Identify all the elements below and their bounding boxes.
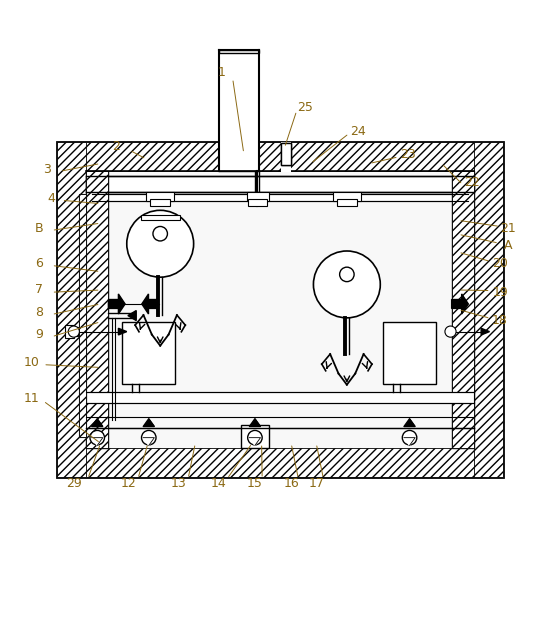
Bar (248, 199, 267, 206)
Polygon shape (249, 418, 260, 426)
Text: 3: 3 (43, 163, 51, 176)
Circle shape (314, 251, 380, 318)
Text: 7: 7 (35, 284, 43, 297)
Circle shape (248, 430, 262, 445)
Bar (451, 171, 474, 448)
Text: 6: 6 (35, 257, 43, 270)
Text: 22: 22 (464, 176, 480, 189)
Bar (80, 194, 86, 436)
Bar (141, 215, 180, 220)
Text: B: B (35, 222, 44, 235)
Bar (219, 142, 259, 173)
Bar (246, 193, 269, 201)
Polygon shape (109, 294, 125, 314)
Polygon shape (128, 311, 136, 321)
Bar (241, 425, 269, 448)
Circle shape (68, 326, 80, 337)
Text: A: A (504, 239, 513, 252)
Text: 11: 11 (24, 392, 40, 405)
Bar (92, 194, 468, 201)
Bar (86, 171, 109, 448)
Text: 17: 17 (309, 477, 324, 490)
Bar (451, 171, 474, 448)
Bar (337, 199, 357, 206)
Polygon shape (92, 438, 103, 446)
Bar (281, 144, 291, 165)
Bar (66, 325, 74, 339)
Bar (474, 142, 503, 477)
Text: 19: 19 (492, 286, 508, 299)
Polygon shape (142, 294, 158, 314)
Text: 25: 25 (297, 102, 313, 115)
Text: 14: 14 (211, 477, 227, 490)
Bar (383, 322, 436, 384)
Bar (122, 322, 175, 384)
Polygon shape (481, 328, 489, 335)
Circle shape (402, 430, 417, 445)
Circle shape (339, 267, 354, 282)
Circle shape (90, 430, 105, 445)
Text: 21: 21 (501, 222, 516, 235)
Text: 12: 12 (120, 477, 136, 490)
Polygon shape (143, 438, 155, 446)
Bar (219, 50, 259, 53)
Polygon shape (404, 418, 415, 426)
Text: 9: 9 (35, 328, 43, 341)
Text: 18: 18 (492, 314, 508, 327)
Text: 23: 23 (400, 148, 416, 161)
Bar (74, 327, 78, 336)
Bar (86, 392, 474, 403)
Circle shape (142, 430, 156, 445)
Bar (80, 194, 86, 436)
Polygon shape (118, 328, 127, 335)
Text: 2: 2 (111, 140, 119, 153)
Polygon shape (249, 438, 260, 446)
Bar (57, 142, 503, 171)
Circle shape (127, 210, 194, 277)
Text: 16: 16 (283, 477, 299, 490)
Bar (281, 144, 291, 165)
Circle shape (445, 326, 456, 337)
Polygon shape (143, 418, 155, 426)
Bar (333, 193, 361, 201)
Bar (281, 142, 291, 172)
Circle shape (153, 227, 167, 241)
Bar (146, 193, 174, 201)
Text: 20: 20 (492, 258, 508, 271)
Bar (57, 142, 86, 477)
Polygon shape (404, 438, 415, 446)
Text: 13: 13 (171, 477, 186, 490)
Text: 24: 24 (350, 124, 366, 137)
Text: 4: 4 (48, 191, 55, 204)
Bar (219, 50, 259, 171)
Bar (57, 448, 503, 477)
Polygon shape (451, 294, 468, 314)
Text: 29: 29 (66, 477, 82, 490)
Text: 8: 8 (35, 306, 43, 319)
Bar (150, 199, 170, 206)
Text: 10: 10 (24, 356, 40, 369)
Bar (57, 142, 503, 477)
Text: 1: 1 (217, 66, 226, 79)
Text: 15: 15 (247, 477, 263, 490)
Bar (86, 176, 474, 193)
Polygon shape (92, 418, 103, 426)
Bar (86, 171, 109, 448)
